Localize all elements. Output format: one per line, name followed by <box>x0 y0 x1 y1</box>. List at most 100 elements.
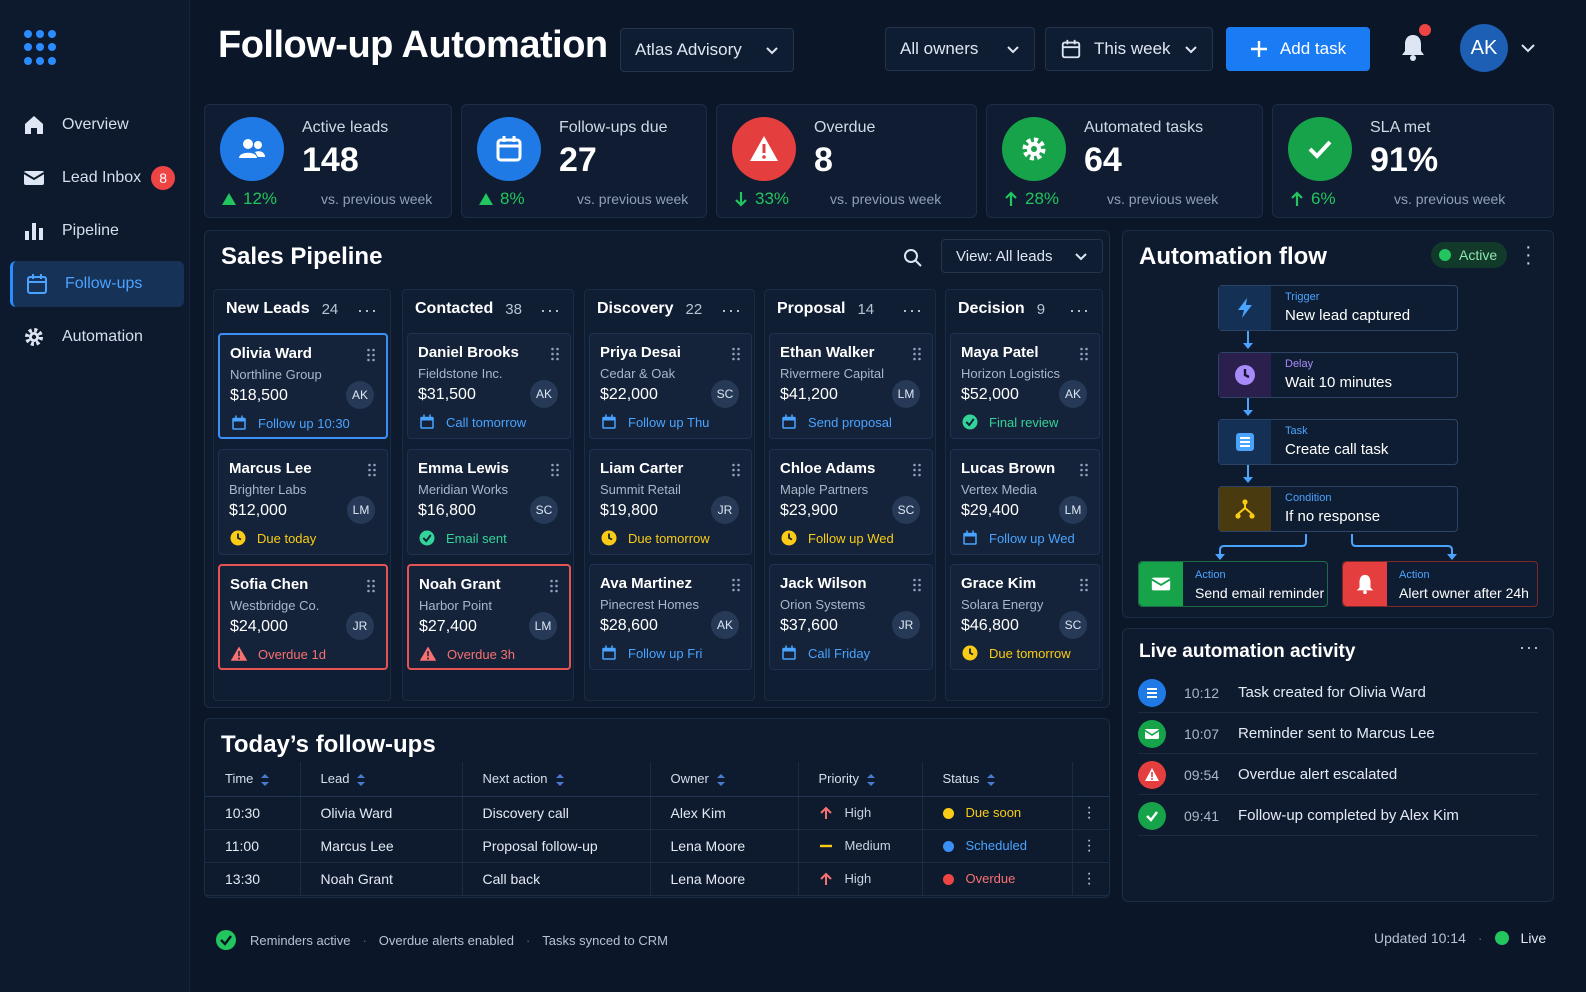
lead-card[interactable]: Liam Carter Summit Retail $19,800 JR Due… <box>589 449 752 555</box>
sidebar-item-lead-inbox[interactable]: Lead Inbox 8 <box>10 155 184 201</box>
drag-handle-icon[interactable] <box>731 346 741 362</box>
table-row[interactable]: 13:30 Noah Grant Call back Lena Moore Hi… <box>205 862 1109 896</box>
column-header-status[interactable]: Status <box>921 762 1072 797</box>
calendar-icon <box>477 117 541 181</box>
lead-company: Maple Partners <box>780 482 869 497</box>
sidebar-item-follow-ups[interactable]: Follow-ups <box>10 261 184 307</box>
column-header-time[interactable]: Time <box>205 762 300 797</box>
lead-card[interactable]: Marcus Lee Brighter Labs $12,000 LM Due … <box>218 449 388 555</box>
sidebar-item-pipeline[interactable]: Pipeline <box>10 208 184 254</box>
drag-handle-icon[interactable] <box>731 462 741 478</box>
warning-icon <box>419 646 437 661</box>
lead-card[interactable]: Ethan Walker Rivermere Capital $41,200 L… <box>769 333 933 439</box>
cell-next-action: Call back <box>461 862 650 896</box>
row-menu-icon[interactable]: · · · <box>1071 862 1109 896</box>
sort-icon <box>716 773 725 786</box>
flow-connector <box>1247 398 1249 414</box>
drag-handle-icon[interactable] <box>550 462 560 478</box>
table-row[interactable]: 11:00 Marcus Lee Proposal follow-up Lena… <box>205 829 1109 863</box>
drag-handle-icon[interactable] <box>731 577 741 593</box>
flow-node-task[interactable]: Task Create call task <box>1218 419 1458 465</box>
plus-icon <box>1250 41 1267 57</box>
column-header-next-action[interactable]: Next action <box>461 762 650 797</box>
user-avatar[interactable]: AK <box>1460 24 1508 72</box>
drag-handle-icon[interactable] <box>366 578 376 594</box>
more-horizontal-icon[interactable]: ··· <box>1519 637 1540 657</box>
column-header-priority[interactable]: Priority <box>797 762 922 797</box>
notifications-bell-icon[interactable] <box>1398 32 1428 62</box>
flow-action-node[interactable]: Action Alert owner after 24h <box>1342 561 1538 607</box>
flow-action-node[interactable]: Action Send email reminder <box>1138 561 1328 607</box>
more-horizontal-icon[interactable]: ··· <box>357 300 378 320</box>
date-filter[interactable]: This week <box>1045 27 1213 71</box>
lead-card[interactable]: Olivia Ward Northline Group $18,500 AK F… <box>218 333 388 439</box>
lead-name: Marcus Lee <box>229 460 312 477</box>
app-grid-icon[interactable] <box>24 30 60 66</box>
lead-card[interactable]: Noah Grant Harbor Point $27,400 LM Overd… <box>407 564 571 670</box>
lead-company: Vertex Media <box>961 482 1037 497</box>
view-filter[interactable]: View: All leads <box>941 239 1103 273</box>
sidebar-item-automation[interactable]: Automation <box>10 314 184 360</box>
lead-card[interactable]: Priya Desai Cedar & Oak $22,000 SC Follo… <box>589 333 752 439</box>
sidebar-item-overview[interactable]: Overview <box>10 102 184 148</box>
drag-handle-icon[interactable] <box>912 346 922 362</box>
arrow-up-icon <box>819 872 832 886</box>
pipeline-column: Proposal 14 ··· Ethan Walker Rivermere Ca… <box>764 289 936 701</box>
row-menu-icon[interactable]: · · · <box>1071 796 1109 830</box>
updated-time: Updated 10:14 <box>1374 930 1466 946</box>
drag-handle-icon[interactable] <box>366 347 376 363</box>
lead-card[interactable]: Lucas Brown Vertex Media $29,400 LM Foll… <box>950 449 1100 555</box>
warning-icon <box>230 646 248 661</box>
add-task-button[interactable]: Add task <box>1226 27 1370 71</box>
more-horizontal-icon[interactable]: ··· <box>540 300 561 320</box>
lead-card[interactable]: Daniel Brooks Fieldstone Inc. $31,500 AK… <box>407 333 571 439</box>
more-horizontal-icon[interactable]: ··· <box>902 300 923 320</box>
lead-card[interactable]: Emma Lewis Meridian Works $16,800 SC Ema… <box>407 449 571 555</box>
lead-status-label: Due today <box>257 530 317 546</box>
more-horizontal-icon[interactable]: ··· <box>1069 300 1090 320</box>
flow-node-label: Send email reminder <box>1195 585 1325 601</box>
drag-handle-icon[interactable] <box>367 462 377 478</box>
column-count: 38 <box>505 300 522 318</box>
column-header-owner[interactable]: Owner <box>649 762 798 797</box>
drag-handle-icon[interactable] <box>550 346 560 362</box>
flow-node-condition[interactable]: Condition If no response <box>1218 486 1458 532</box>
lead-card[interactable]: Maya Patel Horizon Logistics $52,000 AK … <box>950 333 1100 439</box>
kpi-label: Active leads <box>302 119 389 136</box>
more-vertical-icon[interactable]: · · · <box>1525 236 1532 274</box>
row-menu-icon[interactable]: · · · <box>1071 829 1109 863</box>
more-horizontal-icon[interactable]: ··· <box>721 300 742 320</box>
flow-node-trigger[interactable]: Trigger New lead captured <box>1218 285 1458 331</box>
owner-filter[interactable]: All owners <box>885 27 1035 71</box>
drag-handle-icon[interactable] <box>1079 346 1089 362</box>
lead-card[interactable]: Sofia Chen Westbridge Co. $24,000 JR Ove… <box>218 564 388 670</box>
table-row[interactable]: 10:30 Olivia Ward Discovery call Alex Ki… <box>205 796 1109 830</box>
kpi-comparison: vs. previous week <box>1107 191 1219 207</box>
live-activity-panel: Live automation activity ··· <box>1122 628 1554 902</box>
flow-status-badge[interactable]: Active <box>1431 242 1507 268</box>
lead-card[interactable]: Ava Martinez Pinecrest Homes $28,600 AK … <box>589 564 752 670</box>
drag-handle-icon[interactable] <box>912 577 922 593</box>
lead-card[interactable]: Chloe Adams Maple Partners $23,900 SC Fo… <box>769 449 933 555</box>
chevron-down-icon[interactable] <box>1520 40 1536 56</box>
lead-amount: $28,600 <box>600 617 658 634</box>
account-select[interactable]: Atlas Advisory <box>620 28 794 72</box>
arrow-up-icon <box>819 806 832 820</box>
cell-owner: Lena Moore <box>649 862 798 896</box>
flow-node-delay[interactable]: Delay Wait 10 minutes <box>1218 352 1458 398</box>
lead-card[interactable]: Jack Wilson Orion Systems $37,600 JR Cal… <box>769 564 933 670</box>
column-header-lead[interactable]: Lead <box>299 762 462 797</box>
clock-icon <box>781 530 797 546</box>
sidebar-item-label: Pipeline <box>62 222 119 239</box>
search-icon[interactable] <box>903 248 923 268</box>
drag-handle-icon[interactable] <box>1079 577 1089 593</box>
column-title: Contacted <box>415 300 494 317</box>
column-header-label: Lead <box>320 771 350 787</box>
lead-amount: $27,400 <box>419 618 477 635</box>
drag-handle-icon[interactable] <box>1079 462 1089 478</box>
drag-handle-icon[interactable] <box>912 462 922 478</box>
flow-node-label: New lead captured <box>1285 307 1411 324</box>
drag-handle-icon[interactable] <box>549 578 559 594</box>
kpi-card-active-leads: Active leads 148 12% vs. previous week <box>204 104 452 218</box>
lead-card[interactable]: Grace Kim Solara Energy $46,800 SC Due t… <box>950 564 1100 670</box>
